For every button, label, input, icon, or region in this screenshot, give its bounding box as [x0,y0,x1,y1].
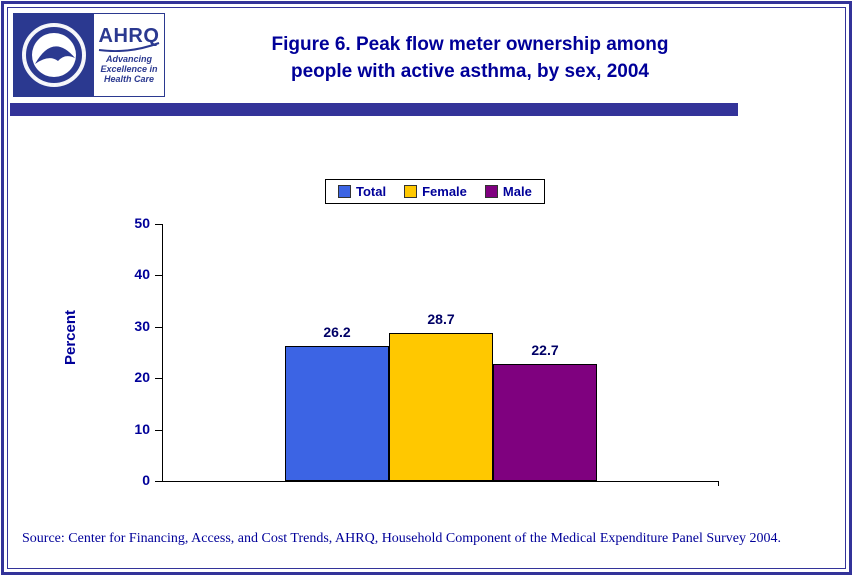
bar-male [493,364,597,481]
chart-legend: Total Female Male [325,179,545,204]
legend-label-male: Male [502,184,532,199]
source-citation: Source: Center for Financing, Access, an… [22,531,782,546]
ahrq-tagline: Advancing Excellence in Health Care [100,54,157,84]
x-axis-line [162,481,719,482]
y-tick-mark [155,224,162,225]
y-tick-mark [155,326,162,328]
agency-logo-group: AHRQ Advancing Excellence in Health Care [13,13,165,97]
bar-value-label-total: 26.2 [323,324,351,341]
figure-title: Figure 6. Peak flow meter ownership amon… [170,31,770,85]
bar-female [389,333,493,481]
legend-swatch-female [404,185,418,198]
y-tick-label-40: 40 [134,266,150,283]
bar-value-label-female: 28.7 [427,311,455,328]
y-tick-mark [155,429,162,431]
legend-item-total: Total [338,184,386,199]
y-tick-mark [155,481,162,482]
legend-item-male: Male [484,184,532,199]
y-tick-label-20: 20 [134,369,150,386]
y-axis-line [162,224,163,482]
ahrq-acronym: AHRQ [98,25,160,47]
legend-label-female: Female [422,184,467,199]
y-tick-label-0: 0 [142,472,150,488]
y-axis-title: Percent [62,309,79,365]
header-divider-bar [10,103,738,116]
legend-swatch-total [338,185,351,198]
y-tick-label-10: 10 [134,420,150,437]
ahrq-tagline-line2: Excellence in [100,64,158,74]
ahrq-tagline-line1: Advancing [105,54,152,64]
figure-title-line2: people with active asthma, by sex, 2004 [291,61,649,82]
ahrq-logo: AHRQ Advancing Excellence in Health Care [94,14,164,96]
hhs-seal-icon [22,23,86,87]
figure-title-line1: Figure 6. Peak flow meter ownership amon… [271,34,669,55]
y-tick-mark [155,275,162,277]
legend-item-female: Female [404,184,467,199]
legend-swatch-male [484,185,498,198]
hhs-logo [14,14,94,96]
x-axis-end-tick [718,481,719,486]
y-tick-label-30: 30 [134,317,150,334]
bar-value-label-male: 22.7 [531,342,559,359]
y-tick-label-50: 50 [134,215,150,231]
ahrq-tagline-line3: Health Care [103,74,154,84]
bar-total [285,346,389,481]
legend-label-total: Total [356,184,387,199]
y-tick-mark [155,378,162,380]
ahrq-swoosh-icon [98,42,160,52]
